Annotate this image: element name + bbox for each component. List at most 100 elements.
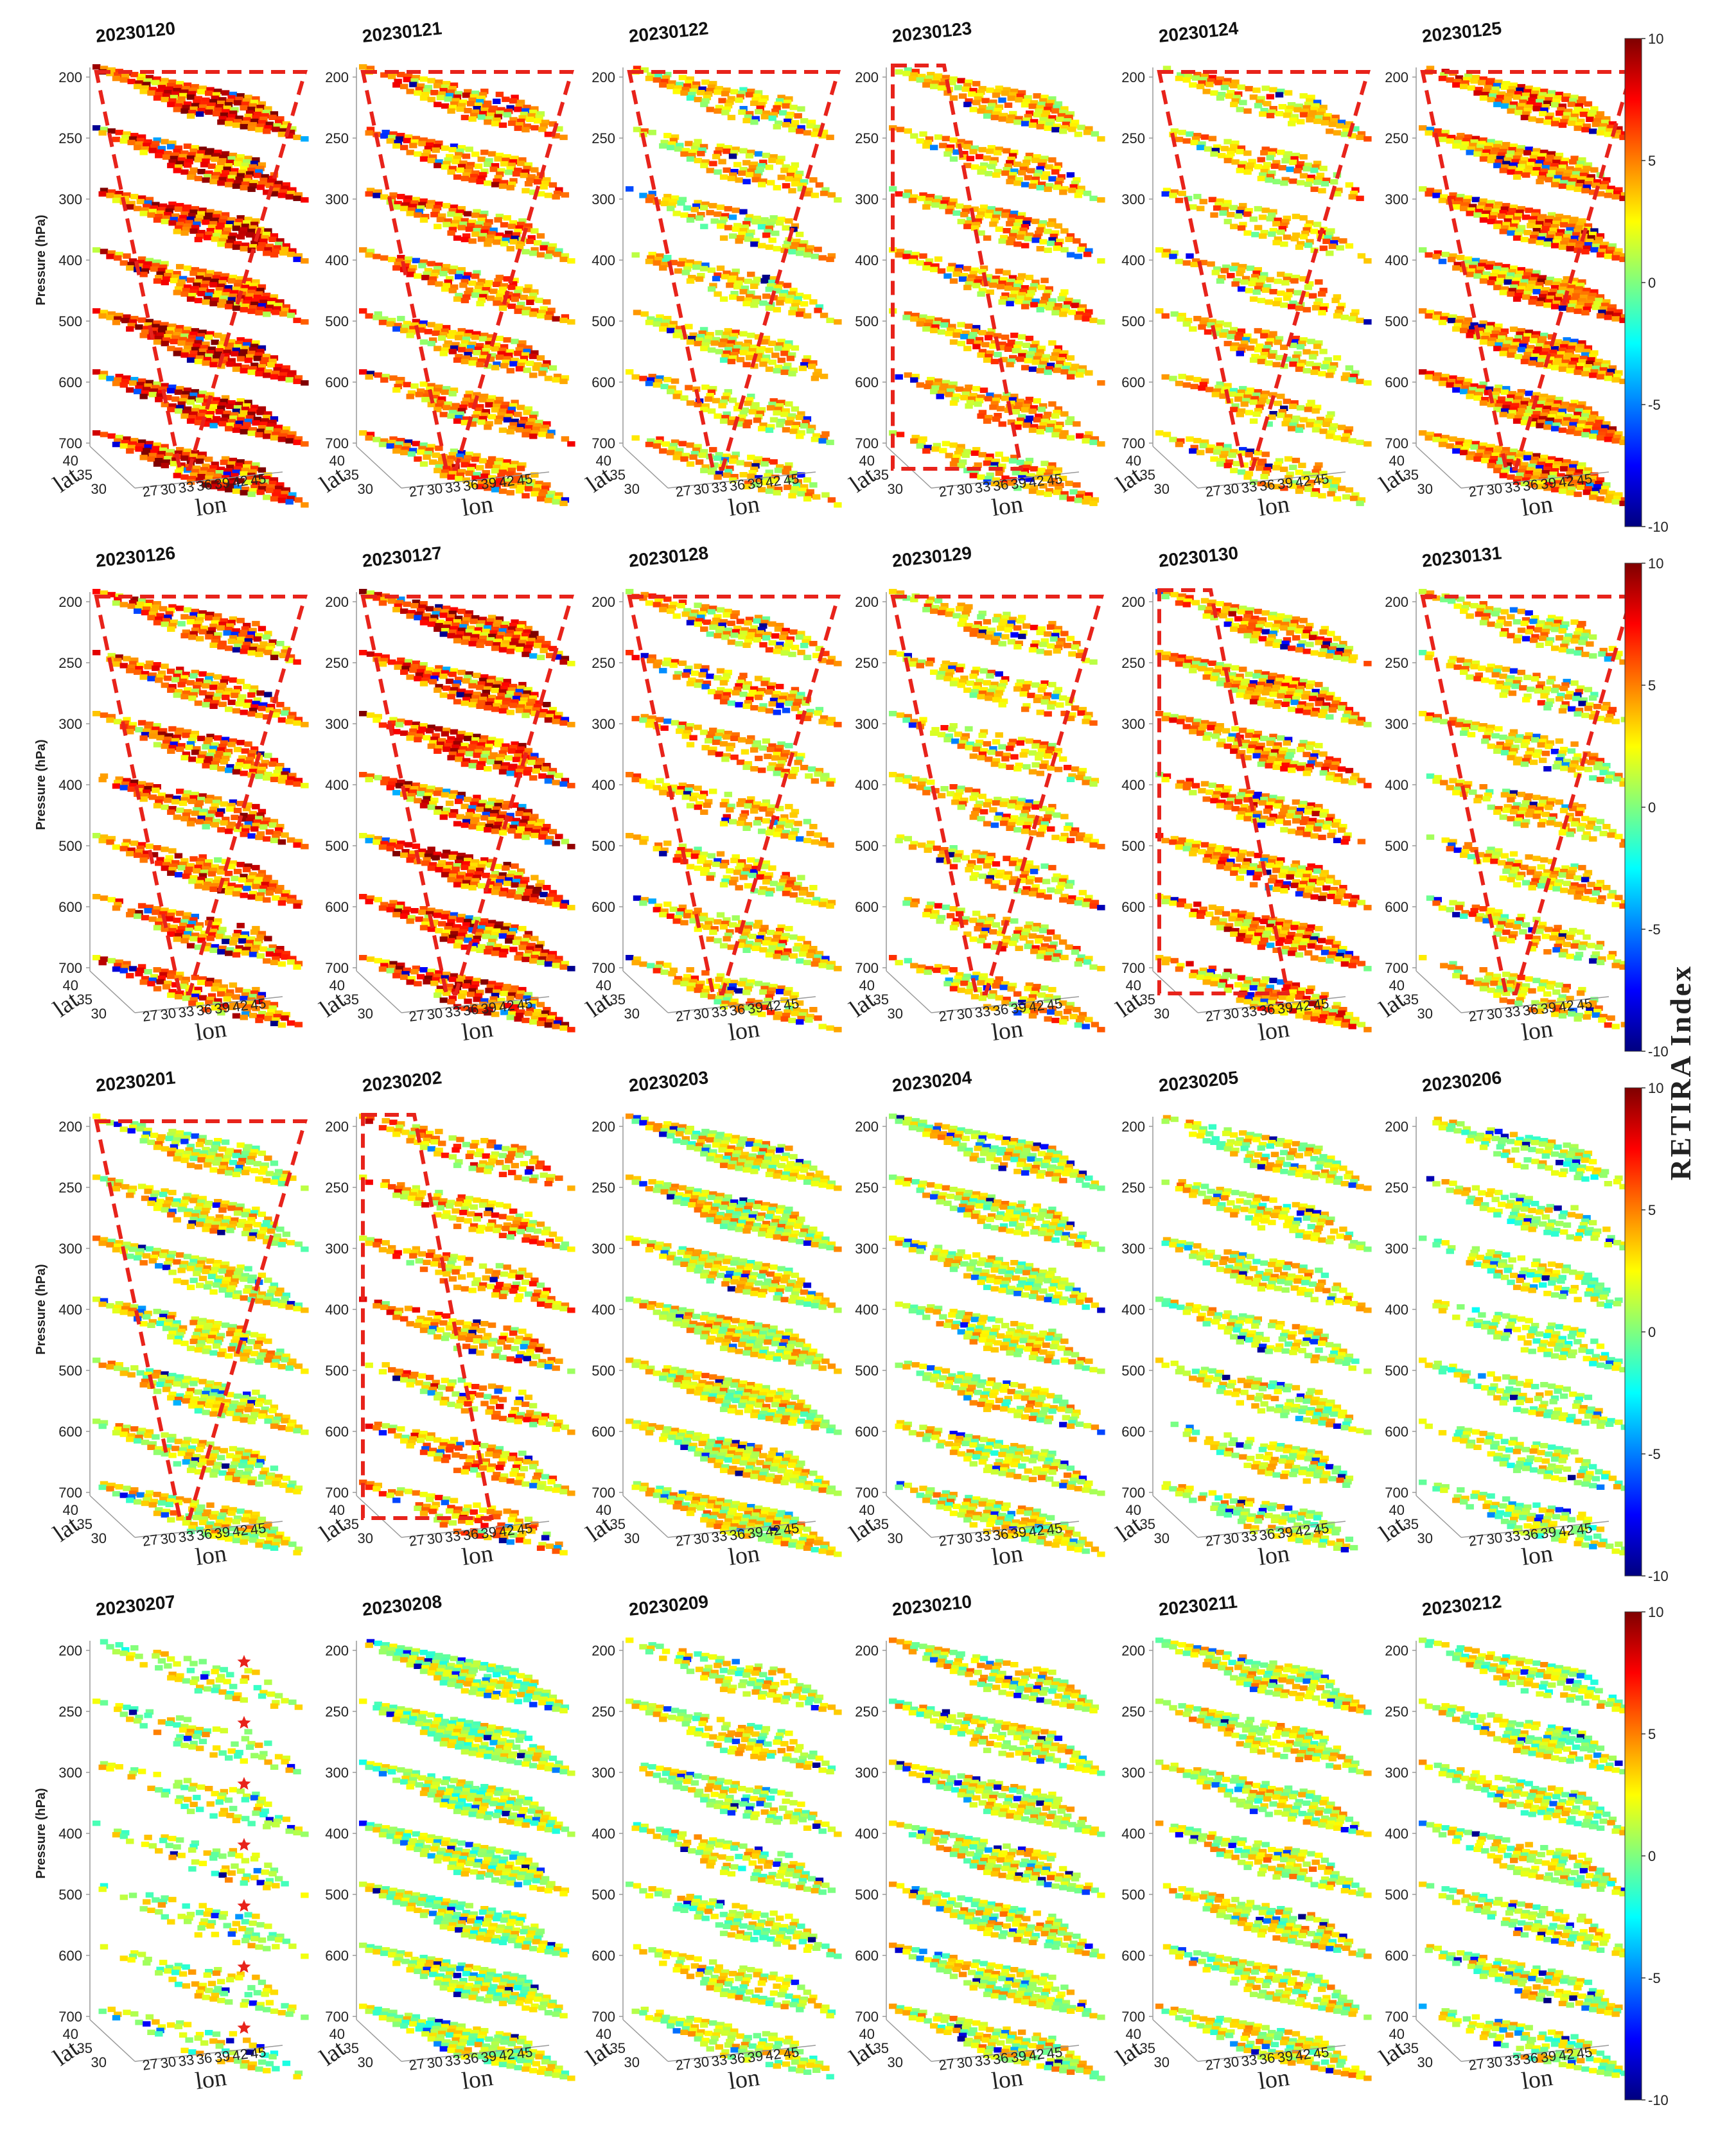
heat-cell — [719, 399, 728, 405]
heat-cell — [1076, 433, 1084, 439]
heat-cell — [784, 118, 792, 125]
heat-cell — [738, 109, 746, 115]
heat-cell — [1085, 492, 1093, 498]
heat-cell — [205, 335, 213, 340]
heat-cell — [788, 493, 796, 499]
heat-cell — [238, 170, 247, 175]
region-outline — [94, 70, 308, 471]
heat-cell — [543, 360, 551, 366]
heat-cell — [812, 128, 821, 134]
heat-cell — [453, 155, 462, 161]
heat-cell — [1493, 162, 1502, 168]
heat-cell — [238, 231, 247, 236]
heat-cell — [127, 261, 136, 268]
heat-cell — [263, 372, 271, 378]
heat-cell — [276, 482, 285, 488]
heat-cell — [663, 71, 672, 78]
heat-cell — [231, 473, 239, 479]
heat-cell — [423, 149, 431, 155]
heat-cell — [561, 253, 570, 259]
heat-cell — [530, 247, 539, 253]
heat-cell — [245, 415, 254, 421]
heat-cell — [995, 226, 1004, 232]
heat-cell — [791, 486, 800, 492]
heat-cell — [173, 107, 181, 112]
heat-cell — [729, 233, 737, 239]
heat-cell — [220, 276, 228, 283]
heat-cell — [478, 336, 487, 342]
heat-cell — [1260, 150, 1268, 156]
heat-cell — [997, 284, 1005, 290]
heat-cell — [1030, 424, 1039, 430]
heat-cell — [889, 186, 897, 192]
heat-cell — [293, 195, 301, 202]
heat-cell — [654, 317, 663, 324]
heat-cell — [1313, 118, 1322, 125]
heat-cell — [1268, 353, 1276, 359]
heat-cell — [450, 223, 459, 229]
heat-cell — [662, 319, 671, 325]
heat-cell — [633, 127, 642, 132]
heat-cell — [277, 132, 286, 137]
heat-cell — [474, 346, 483, 352]
pressure-tick-label: 600 — [592, 374, 615, 390]
heat-cell — [1240, 279, 1249, 285]
heat-cell — [780, 412, 789, 417]
heat-cell — [234, 119, 242, 125]
lon-tick-label: 39 — [746, 474, 764, 492]
heat-cell — [791, 303, 800, 309]
heat-cell — [1211, 392, 1220, 398]
heat-cell — [732, 329, 740, 335]
heat-cell — [776, 464, 784, 470]
heat-cell — [1045, 103, 1053, 109]
heat-cell — [1487, 218, 1495, 225]
heat-cell — [439, 331, 448, 338]
heat-cell — [1045, 164, 1053, 170]
heat-cell — [474, 102, 483, 108]
heat-cell — [1478, 80, 1486, 85]
heat-cell — [741, 285, 750, 291]
heat-cell — [455, 152, 463, 158]
heat-cell — [948, 202, 956, 207]
heat-cell — [115, 130, 123, 135]
heat-cell — [500, 241, 509, 247]
heat-cell — [1018, 414, 1026, 420]
heat-cell — [136, 137, 145, 144]
heat-cell — [1569, 159, 1577, 165]
heat-cell — [144, 383, 152, 389]
heat-cell — [247, 491, 256, 497]
heat-cell — [223, 105, 231, 111]
heat-cell — [404, 134, 413, 140]
heat-cell — [1045, 286, 1053, 292]
heat-cell — [273, 184, 281, 190]
heat-cell — [243, 342, 251, 348]
heat-cell — [728, 275, 737, 281]
heat-cell — [215, 287, 224, 293]
heat-cell — [474, 224, 483, 230]
heat-cell — [700, 162, 708, 168]
heat-cell — [1037, 284, 1046, 290]
heat-cell — [744, 480, 753, 486]
heat-cell — [497, 473, 505, 479]
heat-cell — [820, 373, 829, 380]
heat-cell — [1169, 193, 1177, 198]
heat-cell — [952, 454, 961, 460]
heat-cell — [782, 366, 791, 372]
heat-cell — [462, 355, 471, 361]
heat-cell — [536, 191, 545, 197]
heat-cell — [186, 418, 195, 424]
heat-cell — [1231, 159, 1240, 165]
heat-cell — [121, 73, 130, 80]
heat-cell — [948, 80, 956, 85]
heat-cell — [293, 256, 301, 263]
heat-cell — [1452, 204, 1460, 210]
heat-cell — [218, 238, 227, 243]
pressure-tick-label: 300 — [592, 191, 615, 207]
heat-cell — [1036, 124, 1044, 130]
heat-cell — [640, 67, 649, 73]
heat-cell — [462, 416, 471, 422]
heat-cell — [975, 214, 984, 221]
heat-cell — [170, 216, 179, 223]
heat-cell — [784, 362, 792, 369]
heat-cell — [727, 419, 736, 426]
